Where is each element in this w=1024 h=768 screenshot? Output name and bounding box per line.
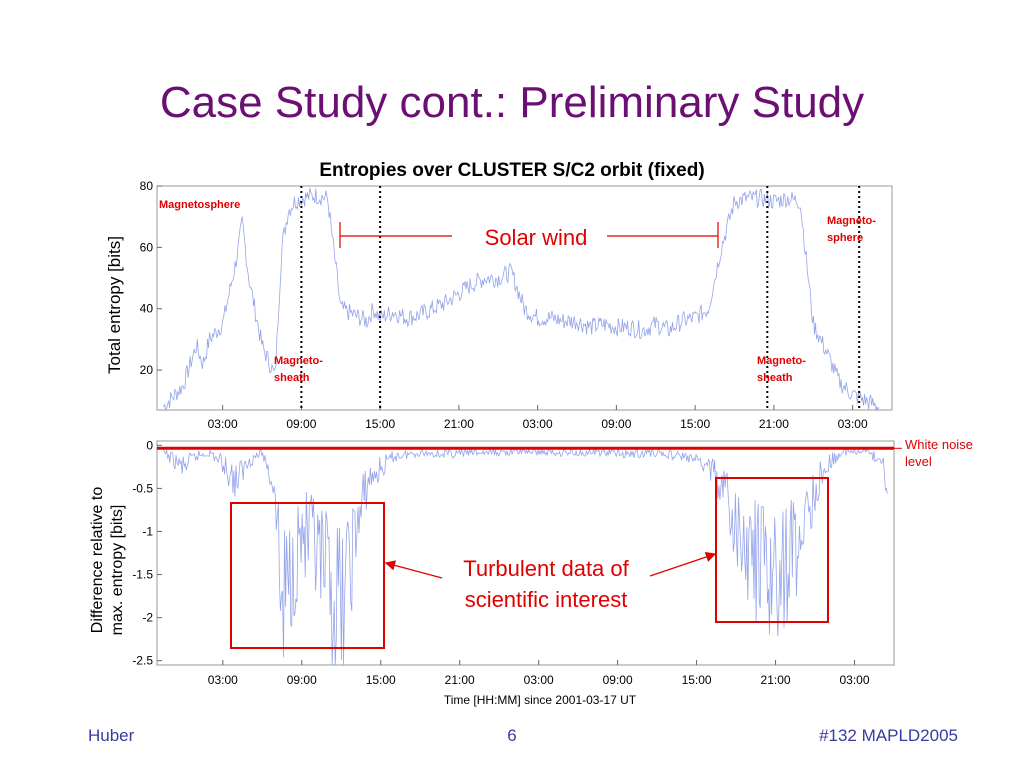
top-y-tick-label: 60 bbox=[140, 240, 154, 254]
label-magnetosphere: Magnetosphere bbox=[159, 199, 240, 211]
top-chart-title: Entropies over CLUSTER S/C2 orbit (fixed… bbox=[319, 160, 704, 181]
top-x-tick-label: 15:00 bbox=[365, 417, 395, 431]
bottom-series-line bbox=[163, 447, 888, 666]
turbulent-arrow-left bbox=[384, 560, 443, 579]
bottom-y-tick-label: -1 bbox=[142, 524, 153, 538]
turbulent-box-left bbox=[230, 502, 385, 649]
bottom-y-tick-label: -0.5 bbox=[132, 481, 153, 495]
top-y-tick-label: 20 bbox=[140, 363, 154, 377]
top-x-tick-label: 03:00 bbox=[838, 417, 868, 431]
turbulent-box-right bbox=[715, 477, 829, 623]
label-white-noise-b: level bbox=[905, 454, 932, 469]
label-magnetosheath-2a: Magneto- bbox=[757, 355, 806, 367]
label-white-noise-a: White noise bbox=[905, 437, 973, 452]
label-turbulent-line2: scientific interest bbox=[465, 587, 628, 612]
turbulent-arrow-right bbox=[649, 551, 717, 577]
label-magnetosheath-1b: sheath bbox=[274, 372, 310, 384]
label-solar-wind: Solar wind bbox=[485, 225, 588, 250]
bottom-y-axis-label-line2: max. entropy [bits] bbox=[109, 505, 126, 636]
bottom-y-tick-label: -2.5 bbox=[132, 654, 153, 668]
bottom-y-tick-label: 0 bbox=[146, 438, 153, 452]
bottom-x-tick-label: 09:00 bbox=[287, 673, 317, 687]
slide-title: Case Study cont.: Preliminary Study bbox=[159, 78, 865, 127]
top-x-tick-label: 09:00 bbox=[601, 417, 631, 431]
bottom-x-tick-label: 21:00 bbox=[445, 673, 475, 687]
footer-conference: #132 MAPLD2005 bbox=[819, 726, 958, 745]
top-x-tick-label: 09:00 bbox=[286, 417, 316, 431]
bottom-x-tick-label: 15:00 bbox=[366, 673, 396, 687]
footer-author: Huber bbox=[88, 726, 135, 745]
label-magnetosheath-1a: Magneto- bbox=[274, 355, 323, 367]
bottom-x-tick-label: 21:00 bbox=[761, 673, 791, 687]
label-magnetosphere-2b: sphere bbox=[827, 232, 863, 244]
footer-page-number: 6 bbox=[507, 726, 517, 745]
top-plot-area bbox=[156, 185, 893, 412]
bottom-x-tick-label: 03:00 bbox=[524, 673, 554, 687]
bottom-x-axis-label: Time [HH:MM] since 2001-03-17 UT bbox=[444, 693, 637, 707]
top-x-tick-label: 03:00 bbox=[208, 417, 238, 431]
bottom-x-tick-label: 03:00 bbox=[840, 673, 870, 687]
top-x-tick-label: 21:00 bbox=[759, 417, 789, 431]
top-x-tick-label: 15:00 bbox=[680, 417, 710, 431]
bottom-x-tick-label: 09:00 bbox=[603, 673, 633, 687]
top-y-tick-label: 40 bbox=[140, 302, 154, 316]
label-magnetosheath-2b: sheath bbox=[757, 372, 793, 384]
label-turbulent-line1: Turbulent data of bbox=[463, 556, 629, 581]
bottom-x-tick-label: 03:00 bbox=[208, 673, 238, 687]
bottom-y-tick-label: -2 bbox=[142, 611, 153, 625]
bottom-plot-area bbox=[156, 440, 902, 666]
label-magnetosphere-2a: Magneto- bbox=[827, 215, 876, 227]
top-y-tick-label: 80 bbox=[140, 179, 154, 193]
bottom-y-axis-label-line1: Difference relative to bbox=[89, 487, 106, 634]
top-series-line bbox=[163, 188, 880, 412]
top-x-tick-label: 03:00 bbox=[523, 417, 553, 431]
top-x-tick-label: 21:00 bbox=[444, 417, 474, 431]
top-y-axis-label: Total entropy [bits] bbox=[105, 236, 124, 374]
bottom-x-tick-label: 15:00 bbox=[682, 673, 712, 687]
bottom-y-tick-label: -1.5 bbox=[132, 568, 153, 582]
